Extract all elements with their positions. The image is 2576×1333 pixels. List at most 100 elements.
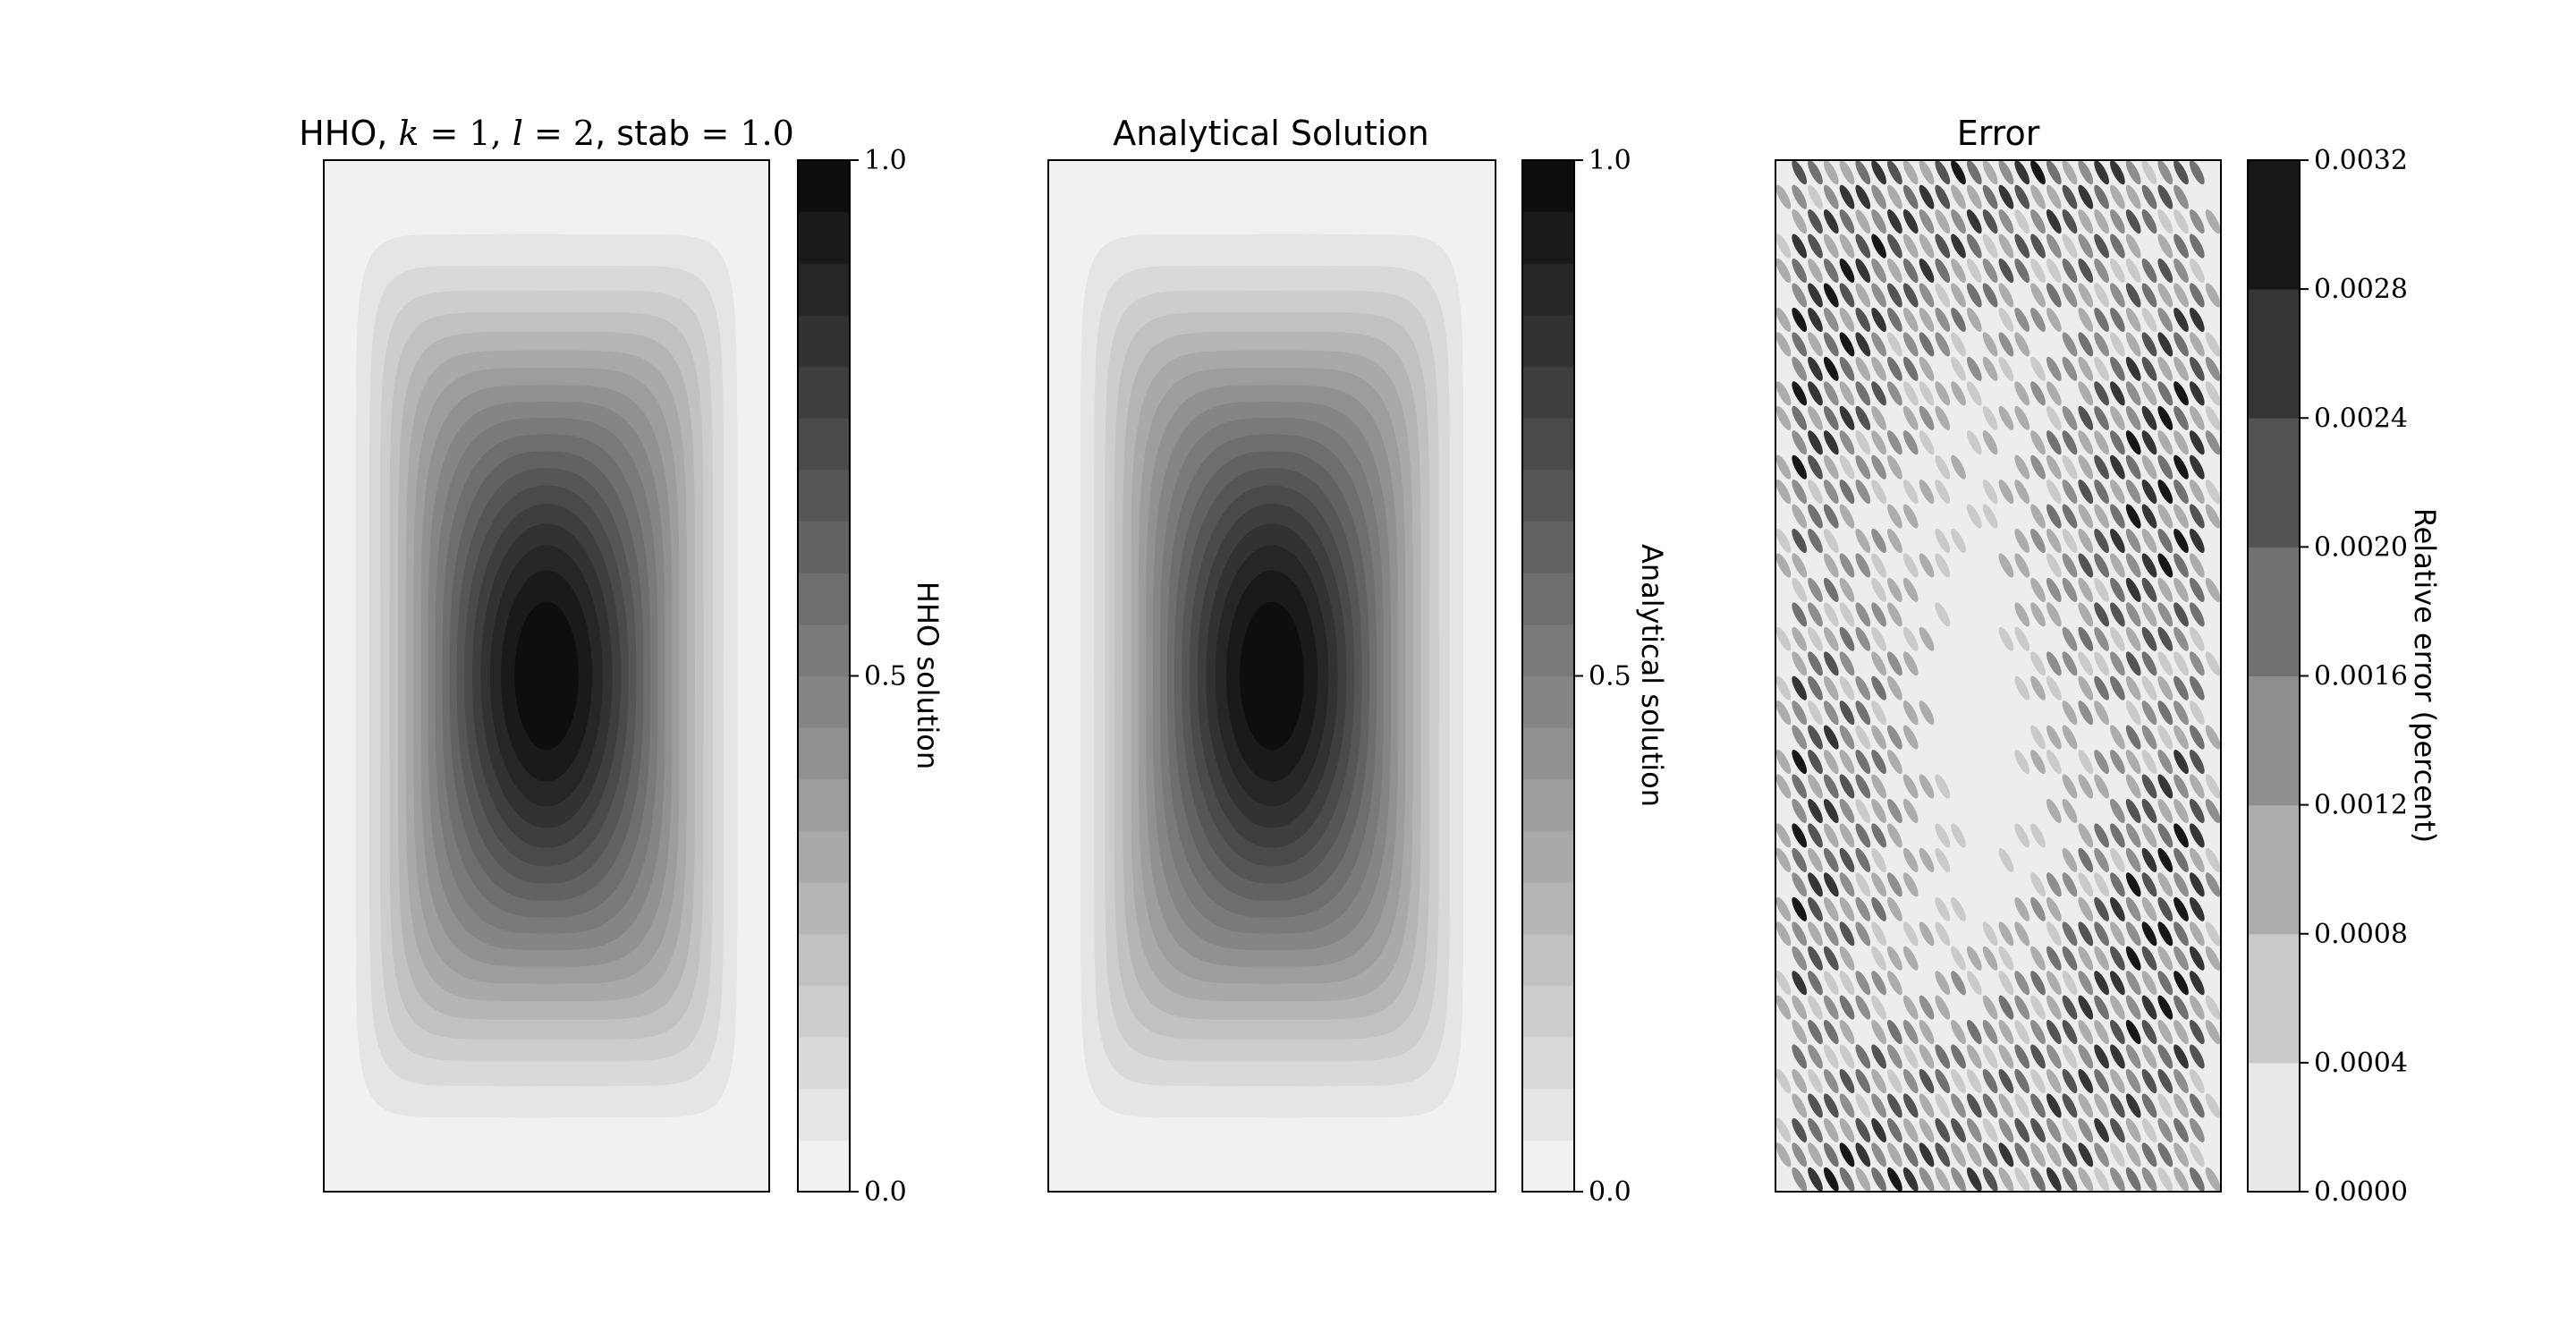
contour-band xyxy=(1792,896,1808,921)
contour-band xyxy=(2189,504,2205,529)
contour-band xyxy=(2078,823,2094,848)
contour-band xyxy=(1887,1020,1902,1045)
contour-band xyxy=(1951,971,1966,996)
colorbar-segment xyxy=(798,1140,850,1193)
contour-band xyxy=(1871,1167,1886,1192)
contour-band xyxy=(2174,184,2189,209)
contour-band xyxy=(2046,946,2062,971)
contour-band xyxy=(2110,626,2125,651)
contour-band xyxy=(1775,528,1792,554)
contour-band xyxy=(1951,1020,1966,1045)
contour-band xyxy=(1839,1044,1855,1069)
contour-band xyxy=(1792,602,1808,627)
contour-band xyxy=(2094,921,2109,947)
contour-band xyxy=(1839,847,1855,872)
contour-band xyxy=(2030,651,2046,676)
contour-band xyxy=(1887,1142,1902,1167)
contour-band xyxy=(1982,1093,1998,1118)
contour-band xyxy=(2189,332,2205,357)
contour-band xyxy=(2062,577,2078,602)
contour-band xyxy=(2205,504,2221,529)
contour-band xyxy=(1808,430,1823,455)
contour-band xyxy=(1902,553,1919,578)
contour-band xyxy=(2046,160,2062,185)
contour-band xyxy=(2125,1093,2141,1118)
contour-band xyxy=(2174,798,2189,824)
contour-band xyxy=(2094,651,2109,676)
contour-band xyxy=(1871,651,1886,676)
contour-band xyxy=(2125,258,2141,284)
contour-band xyxy=(1775,1117,1792,1142)
contour-band xyxy=(2030,872,2046,897)
contour-band xyxy=(1919,1044,1935,1069)
contour-band xyxy=(2014,750,2030,775)
contour-band xyxy=(1982,160,1998,185)
contour-band xyxy=(1871,1068,1886,1094)
contour-band xyxy=(1887,750,1902,775)
contour-band xyxy=(2014,209,2030,234)
contour-band xyxy=(2094,750,2109,775)
contour-band xyxy=(1855,1044,1871,1069)
contour-band xyxy=(1839,651,1855,676)
contour-band xyxy=(2046,725,2062,750)
contour-band xyxy=(2046,1068,2062,1094)
colorbar-segment xyxy=(798,933,850,986)
contour-band xyxy=(1823,896,1839,921)
contour-band xyxy=(1808,823,1823,848)
contour-band xyxy=(2110,356,2125,381)
contour-band xyxy=(1792,405,1808,430)
contour-band xyxy=(1887,896,1902,921)
contour-band xyxy=(1775,995,1792,1020)
contour-band xyxy=(2189,1142,2205,1167)
contour-band xyxy=(1982,258,1998,284)
colorbar-segment xyxy=(798,469,850,522)
contour-band xyxy=(1839,184,1855,209)
contour-band xyxy=(1808,233,1823,259)
contour-band xyxy=(1775,332,1792,357)
contour-band xyxy=(2110,405,2125,430)
contour-band xyxy=(1902,233,1919,259)
colorbar-segment xyxy=(1522,1037,1574,1090)
contour-band xyxy=(2189,528,2205,554)
contour-band xyxy=(1935,847,1951,872)
contour-band xyxy=(2174,209,2189,234)
contour-band xyxy=(1775,258,1792,284)
contour-band xyxy=(1808,798,1823,824)
colorbar-tick-label: 0.0004 xyxy=(2314,1048,2408,1079)
contour-band xyxy=(1855,356,1871,381)
contour-band xyxy=(1998,1117,2014,1142)
contour-band xyxy=(2125,577,2141,602)
contour-band xyxy=(1919,553,1935,578)
contour-band xyxy=(2189,1068,2205,1094)
contour-band xyxy=(1823,1167,1839,1192)
contour-band xyxy=(1823,798,1839,824)
contour-band xyxy=(2157,1044,2174,1069)
contour-band xyxy=(1919,995,1935,1020)
contour-band xyxy=(1871,430,1886,455)
contour-band xyxy=(2189,1020,2205,1045)
contour-band xyxy=(2110,1020,2125,1045)
contour-band xyxy=(2157,184,2174,209)
contour-band xyxy=(2174,1093,2189,1118)
contour-band xyxy=(1823,258,1839,284)
contour-band xyxy=(2174,675,2189,700)
contour-band xyxy=(2157,798,2174,824)
contour-band xyxy=(1887,356,1902,381)
contour-band xyxy=(2014,971,2030,996)
contour-band xyxy=(1839,675,1855,700)
contour-band xyxy=(2078,1167,2094,1192)
contour-band xyxy=(1935,528,1951,554)
contour-band xyxy=(1855,700,1871,726)
contour-band xyxy=(2030,356,2046,381)
contour-band xyxy=(2094,995,2109,1020)
contour-band xyxy=(1902,430,1919,455)
contour-band xyxy=(1919,847,1935,872)
contour-band xyxy=(1775,381,1792,406)
contour-band xyxy=(2157,381,2174,406)
contour-band xyxy=(1998,946,2014,971)
contour-band xyxy=(2110,184,2125,209)
contour-band xyxy=(1823,995,1839,1020)
contour-band xyxy=(2046,454,2062,480)
contour-band xyxy=(2062,332,2078,357)
contour-band xyxy=(1902,307,1919,332)
